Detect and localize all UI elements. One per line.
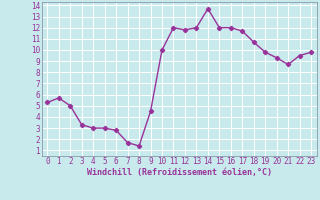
X-axis label: Windchill (Refroidissement éolien,°C): Windchill (Refroidissement éolien,°C) [87,168,272,177]
